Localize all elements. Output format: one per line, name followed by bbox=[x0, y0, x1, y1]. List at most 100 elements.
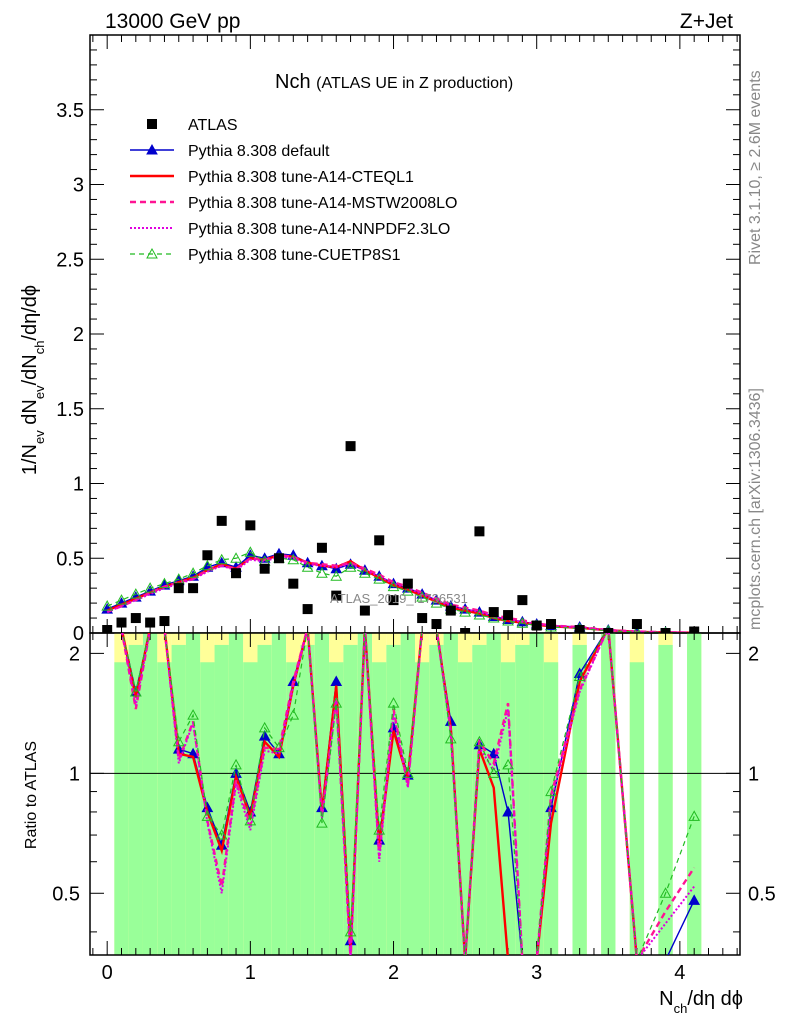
marker-cuetp8s1 bbox=[430, 597, 443, 608]
ratio-band-green bbox=[171, 644, 186, 955]
marker-cuetp8s1 bbox=[215, 553, 228, 565]
data-point-atlas bbox=[431, 619, 442, 630]
x-tick-label: 4 bbox=[674, 962, 685, 984]
mcplots-label: mcplots.cern.ch [arXiv:1306.3436] bbox=[747, 388, 764, 630]
ratio-band-green bbox=[142, 633, 158, 955]
ratio-marker-cuetp8s1 bbox=[573, 670, 586, 681]
ratio-band-green bbox=[185, 633, 201, 955]
ratio-band-green bbox=[357, 633, 373, 955]
ratio-marker-cuetp8s1 bbox=[344, 925, 357, 937]
main-y-tick-label: 1.5 bbox=[56, 399, 84, 421]
ratio-marker-cuetp8s1 bbox=[273, 741, 285, 753]
ratio-marker-cuetp8s1 bbox=[545, 785, 557, 797]
data-point-atlas bbox=[216, 515, 227, 526]
x-tick-label: 3 bbox=[531, 962, 542, 984]
ratio-marker-cuetp8s1 bbox=[244, 814, 257, 826]
ratio-marker-cuetp8s1 bbox=[659, 887, 672, 898]
ratio-band-green bbox=[400, 633, 415, 955]
marker-cuetp8s1 bbox=[359, 567, 371, 578]
data-point-atlas bbox=[417, 613, 428, 624]
ratio-frame bbox=[89, 632, 741, 956]
data-point-atlas bbox=[302, 604, 313, 615]
ratio-band-green bbox=[286, 662, 301, 955]
data-point-atlas bbox=[102, 625, 113, 633]
marker-cuetp8s1 bbox=[473, 609, 486, 620]
data-point-atlas bbox=[546, 619, 557, 630]
marker-cuetp8s1 bbox=[230, 552, 242, 563]
data-point-atlas bbox=[288, 578, 299, 589]
data-point-atlas bbox=[503, 610, 514, 621]
marker-cuetp8s1 bbox=[502, 615, 514, 626]
ratio-band-green bbox=[214, 644, 229, 955]
ratio-curves bbox=[120, 633, 701, 955]
data-point-atlas bbox=[130, 613, 141, 624]
marker-cuetp8s1 bbox=[344, 561, 357, 572]
ratio-band-green bbox=[529, 633, 544, 955]
ratio-marker-cuetp8s1 bbox=[172, 735, 185, 747]
ratio-band-green bbox=[372, 662, 387, 955]
marker-cuetp8s1 bbox=[244, 546, 257, 557]
marker-cuetp8s1 bbox=[416, 591, 429, 602]
main-y-tick-label: 0.5 bbox=[56, 548, 84, 570]
data-point-atlas bbox=[631, 619, 642, 630]
ratio-marker-cuetp8s1 bbox=[230, 758, 242, 770]
ratio-band-green bbox=[687, 633, 702, 955]
marker-cuetp8s1 bbox=[373, 573, 386, 584]
ratio-marker-default bbox=[330, 675, 343, 687]
marker-cuetp8s1 bbox=[301, 561, 314, 572]
legend-marker-cuetp8s1 bbox=[146, 247, 158, 259]
ratio-marker-cuetp8s1 bbox=[688, 810, 701, 821]
ratio-band-green bbox=[300, 644, 315, 955]
series-line-a14nnpdf bbox=[106, 555, 695, 633]
data-point-atlas bbox=[388, 595, 399, 606]
main-y-tick-label: 1 bbox=[73, 474, 84, 496]
marker-cuetp8s1 bbox=[330, 570, 343, 581]
marker-cuetp8s1 bbox=[187, 567, 199, 578]
y-axis-label: 1/Nev dNev/dNch/dη/dϕ bbox=[19, 285, 47, 475]
x-tick-label: 0 bbox=[102, 962, 113, 984]
data-point-atlas bbox=[345, 441, 356, 452]
data-point-atlas bbox=[245, 520, 256, 531]
marker-cuetp8s1 bbox=[144, 582, 156, 593]
marker-cuetp8s1 bbox=[459, 606, 471, 617]
ratio-marker-cuetp8s1 bbox=[215, 829, 228, 840]
x-tick-label: 2 bbox=[388, 962, 399, 984]
data-point-atlas bbox=[159, 616, 170, 627]
data-point-atlas bbox=[689, 626, 700, 633]
ratio-band-green bbox=[658, 644, 673, 955]
marker-cuetp8s1 bbox=[487, 612, 500, 623]
ratio-marker-cuetp8s1 bbox=[187, 709, 199, 720]
ratio-marker-cuetp8s1 bbox=[201, 810, 214, 821]
marker-cuetp8s1 bbox=[129, 588, 142, 599]
ratio-y-tick-label: 1 bbox=[69, 763, 80, 785]
ratio-band-green bbox=[228, 633, 244, 955]
legend-label-a14cteq: Pythia 8.308 tune-A14-CTEQL1 bbox=[188, 169, 414, 186]
ratio-band-green bbox=[429, 644, 444, 955]
ratio-y-tick-label-right: 2 bbox=[748, 643, 759, 665]
marker-cuetp8s1 bbox=[101, 600, 114, 611]
ratio-marker-cuetp8s1 bbox=[258, 721, 271, 733]
legend-label-cuetp8s1: Pythia 8.308 tune-CUETP8S1 bbox=[188, 247, 401, 264]
main-curves bbox=[101, 441, 700, 633]
marker-cuetp8s1 bbox=[632, 625, 641, 633]
ratio-marker-cuetp8s1 bbox=[316, 817, 328, 828]
ratio-marker-cuetp8s1 bbox=[129, 685, 142, 697]
ratio-band-green bbox=[128, 644, 143, 955]
ratio-y-tick-label-right: 1 bbox=[748, 763, 759, 785]
data-point-atlas bbox=[603, 628, 614, 633]
ratio-marker-cuetp8s1 bbox=[373, 824, 386, 835]
ratio-band-green bbox=[343, 644, 358, 955]
ratio-marker-cuetp8s1 bbox=[487, 767, 500, 778]
data-point-atlas bbox=[517, 595, 528, 606]
ratio-band-green bbox=[601, 633, 616, 955]
data-point-atlas bbox=[316, 542, 327, 553]
data-point-atlas bbox=[259, 563, 270, 574]
data-point-atlas bbox=[374, 535, 385, 546]
ratio-marker-cuetp8s1 bbox=[444, 732, 457, 744]
data-point-atlas bbox=[173, 583, 184, 594]
series-line-cuetp8s1 bbox=[106, 551, 695, 633]
ratio-y-tick-label: 0.5 bbox=[52, 883, 80, 905]
legend-label-default: Pythia 8.308 default bbox=[188, 143, 330, 160]
data-point-atlas bbox=[474, 526, 485, 537]
